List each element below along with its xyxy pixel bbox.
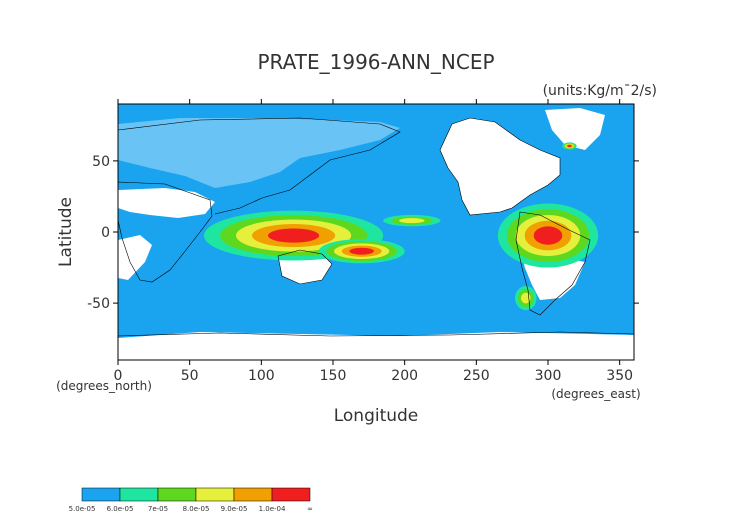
x-tick-label: 250 [463,368,490,384]
asia-landmass [118,118,400,188]
colorbar-label: 5.0e-05 [69,505,96,513]
x-tick-label: 300 [535,368,562,384]
precip-contour [533,226,563,245]
antarctica-landmass [118,332,634,360]
x-tick-label: 100 [248,368,275,384]
chart-title: PRATE_1996-ANN_NCEP [257,50,494,74]
x-tick-label: 0 [114,368,123,384]
colorbar-swatch [81,487,121,502]
units-label: (units:Kg/m¯2/s) [543,83,657,99]
y-tick-label: 0 [101,225,110,241]
y-axis: 50 0 -50 [87,154,639,312]
y-axis-title: Latitude [56,197,76,267]
precip-contour [349,247,374,255]
x-tick-label: 150 [320,368,347,384]
colorbar-label: 6.0e-05 [107,505,134,513]
x-axis-title: Longitude [334,406,419,426]
coastline-north-america [439,117,561,216]
precip-contour [567,144,572,147]
precipitation-field [204,142,599,311]
y-tick-label: 50 [92,154,110,170]
precip-contour [399,218,425,224]
colorbar-label: 8.0e-05 [183,505,210,513]
coastline-africa [117,181,213,283]
coastline-antarctica [117,331,635,337]
x-axis: 0 50 100 150 200 250 300 350 [114,99,633,384]
coastline-australia [277,249,333,285]
colorbar-label: 1.0e-04 [259,505,286,513]
y-unit-label: (degrees_north) [56,379,152,393]
x-tick-label: 350 [606,368,633,384]
colorbar-swatch [233,487,273,502]
colorbar-swatch [119,487,159,502]
x-tick-label: 200 [391,368,418,384]
x-tick-label: 50 [181,368,199,384]
precip-contour [521,292,531,304]
colorbar-label: 9.0e-05 [221,505,248,513]
x-unit-label: (degrees_east) [551,387,640,401]
africa-landmass [118,188,215,218]
north-america-landmass [440,118,560,215]
y-tick-label: -50 [87,296,110,312]
colorbar-swatch [271,487,311,502]
coastline-south-america [515,211,591,316]
colorbar-label: 7e-05 [148,505,168,513]
colorbar-swatch [195,487,235,502]
colorbar-label: ∞ [307,505,313,513]
map-panel [117,103,635,361]
coastlines [117,117,635,337]
precip-contour [267,228,320,243]
coastline-eurasia [117,117,401,215]
colorbar-swatch [157,487,197,502]
greenland-landmass [545,108,605,150]
africa-south-landmass [118,235,152,280]
colorbar: 5.0e-05 6.0e-05 7e-05 8.0e-05 9.0e-05 1.0e-04… [69,487,313,513]
